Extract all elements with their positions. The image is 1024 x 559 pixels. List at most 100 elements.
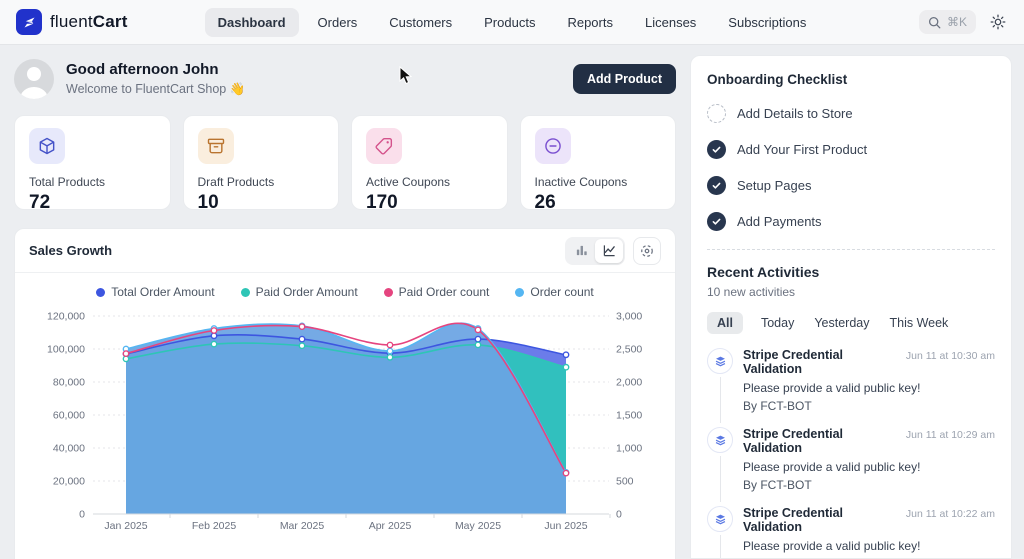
activities-tab-this-week[interactable]: This Week (887, 312, 950, 334)
stat-label: Active Coupons (366, 175, 451, 189)
svg-text:1,500: 1,500 (616, 410, 642, 422)
svg-text:20,000: 20,000 (53, 476, 85, 488)
checklist-label: Setup Pages (737, 178, 812, 193)
stat-card-inactive-coupons[interactable]: Inactive Coupons 26 (519, 115, 676, 213)
activity-title: Stripe Credential Validation (743, 506, 844, 535)
legend-item-1[interactable]: Paid Order Amount (240, 285, 358, 299)
add-product-button[interactable]: Add Product (573, 64, 676, 94)
activity-title: Stripe Credential Validation (743, 348, 844, 376)
nav-item-customers[interactable]: Customers (389, 14, 453, 30)
theme-toggle-button[interactable] (988, 12, 1008, 32)
greeting-header: Good afternoon John Welcome to FluentCar… (14, 57, 676, 101)
svg-text:120,000: 120,000 (47, 311, 85, 323)
activities-tab-all[interactable]: All (707, 312, 743, 334)
avatar[interactable] (14, 59, 54, 99)
stat-label: Inactive Coupons (534, 175, 628, 189)
sales-growth-chart[interactable]: 0 20,000 40,000 60,000 80,000 100,000 120,000 0… (15, 301, 675, 541)
nav-item-dashboard[interactable]: Dashboard (204, 7, 299, 37)
chart-type-toggle (565, 236, 625, 265)
legend-label: Order count (530, 285, 594, 299)
activity-item[interactable]: Stripe Credential Validation Jun 11 at 1… (707, 427, 995, 503)
stat-card-total-products[interactable]: Total Products 72 (14, 115, 171, 213)
divider (707, 249, 995, 250)
svg-text:0: 0 (616, 509, 622, 521)
greeting-title: Good afternoon John (66, 61, 219, 78)
activity-item[interactable]: Stripe Credential Validation Jun 11 at 1… (707, 506, 995, 559)
legend-item-3[interactable]: Order count (515, 285, 594, 299)
nav-item-subscriptions[interactable]: Subscriptions (728, 14, 807, 30)
legend-dot (515, 287, 525, 297)
nav-item-reports[interactable]: Reports (567, 14, 613, 30)
activity-timestamp: Jun 11 at 10:29 am (905, 429, 995, 442)
nav-item-licenses[interactable]: Licenses (644, 14, 697, 30)
stat-cards-row: Total Products 72 Draft Products 10 Acti… (14, 115, 676, 213)
svg-text:500: 500 (616, 476, 634, 488)
activities-tab-today[interactable]: Today (759, 312, 796, 334)
archive-icon (197, 128, 234, 164)
refresh-icon (641, 244, 653, 257)
stat-value: 170 (366, 192, 398, 213)
activities-tabs: All Today Yesterday This Week (707, 312, 995, 334)
chart-tools (565, 236, 661, 265)
legend-dot (96, 287, 106, 297)
activity-item[interactable]: Stripe Credential Validation Jun 11 at 1… (707, 348, 995, 424)
checklist-label: Add Your First Product (737, 142, 868, 157)
activity-connector (719, 456, 721, 503)
svg-text:Feb 2025: Feb 2025 (192, 520, 237, 532)
main-nav: Dashboard Orders Customers Products Reports L… (204, 7, 820, 37)
app-logo[interactable]: fluentCart (16, 9, 205, 35)
checklist-item-add-your-first-product[interactable]: Add Your First Product (707, 140, 995, 159)
greeting-text: Good afternoon John Welcome to FluentCar… (66, 61, 245, 97)
nav-item-orders[interactable]: Orders (317, 14, 358, 30)
legend-item-0[interactable]: Total Order Amount (96, 285, 215, 299)
layers-icon (707, 427, 733, 454)
legend-label: Total Order Amount (111, 285, 215, 299)
search-icon (928, 16, 941, 28)
svg-text:2,500: 2,500 (616, 344, 642, 356)
checklist-item-add-details-to-store[interactable]: Add Details to Store (707, 104, 995, 123)
check-todo-icon (707, 104, 726, 123)
stat-card-draft-products[interactable]: Draft Products 10 (182, 115, 339, 213)
minus-circle-icon (534, 128, 571, 164)
layers-icon (707, 348, 733, 374)
recent-activities-count: 10 new activities (707, 285, 796, 299)
onboarding-title: Onboarding Checklist (707, 72, 848, 87)
checklist-item-setup-pages[interactable]: Setup Pages (707, 176, 995, 195)
search-shortcut-label: ⌘K (946, 15, 967, 29)
activity-rail (707, 348, 733, 424)
legend-item-2[interactable]: Paid Order count (383, 285, 489, 299)
svg-text:2,000: 2,000 (616, 377, 642, 389)
svg-text:40,000: 40,000 (53, 443, 85, 455)
svg-text:0: 0 (79, 509, 85, 521)
stat-label: Draft Products (197, 175, 275, 189)
right-sidebar: Onboarding Checklist Add Details to Stor… (690, 55, 1012, 559)
svg-text:60,000: 60,000 (53, 410, 85, 422)
activity-connector (719, 377, 721, 424)
bar-chart-icon (576, 245, 587, 256)
refresh-chart-button[interactable] (633, 236, 661, 265)
chart-title: Sales Growth (29, 243, 113, 258)
svg-text:Mar 2025: Mar 2025 (280, 520, 325, 532)
activities-tab-yesterday[interactable]: Yesterday (812, 312, 871, 334)
layers-icon (707, 506, 733, 533)
nav-item-products[interactable]: Products (484, 14, 536, 30)
check-done-icon (707, 176, 726, 195)
activities-list: Stripe Credential Validation Jun 11 at 1… (707, 348, 995, 559)
line-chart-toggle-button[interactable] (595, 238, 623, 263)
svg-text:1,000: 1,000 (616, 443, 642, 455)
activity-timestamp: Jun 11 at 10:30 am (905, 350, 995, 362)
main-content: Good afternoon John Welcome to FluentCar… (14, 57, 676, 559)
legend-label: Paid Order Amount (255, 285, 358, 299)
check-done-icon (707, 140, 726, 159)
activity-rail (707, 427, 733, 503)
checklist-item-add-payments[interactable]: Add Payments (707, 212, 995, 231)
stat-card-active-coupons[interactable]: Active Coupons 170 (351, 115, 508, 213)
stat-value: 26 (534, 192, 556, 213)
bar-chart-toggle-button[interactable] (567, 239, 595, 263)
activity-author: By FCT-BOT (743, 558, 995, 559)
activity-description: Please provide a valid public key! (743, 539, 921, 554)
chart-legend: Total Order Amount Paid Order Amount Pai… (15, 273, 675, 301)
activity-body: Stripe Credential Validation Jun 11 at 1… (743, 506, 995, 559)
search-button[interactable]: ⌘K (918, 10, 976, 34)
svg-text:100,000: 100,000 (47, 344, 85, 356)
